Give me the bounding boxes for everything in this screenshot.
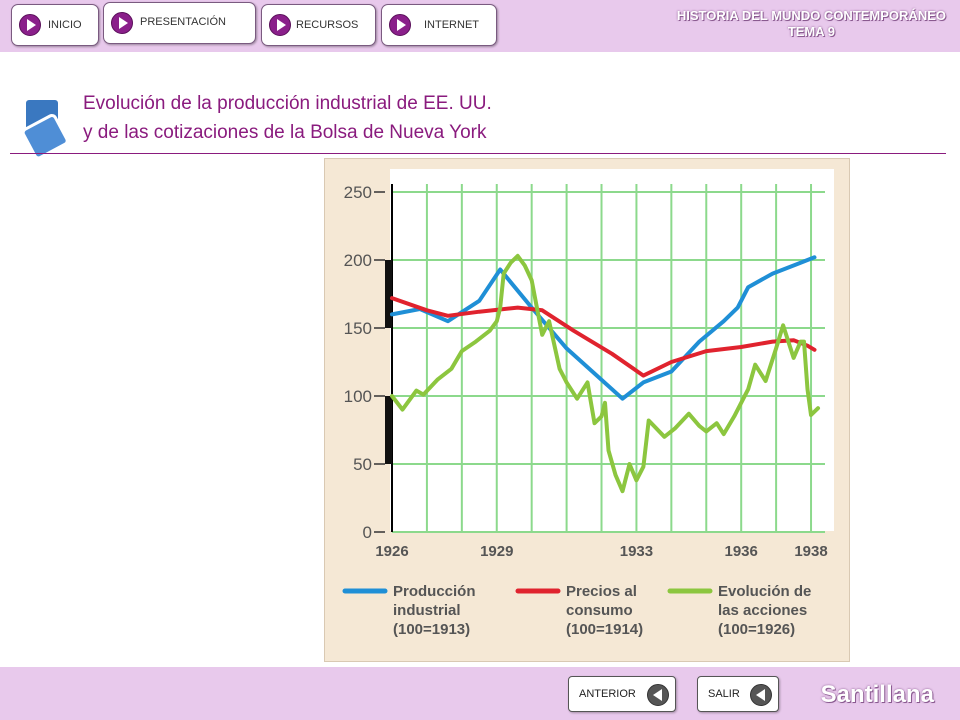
legend-label-acciones: las acciones [718, 602, 807, 619]
presentacion-label: PRESENTACIÓN [140, 16, 226, 28]
legend-label-produccion: Producción [393, 583, 476, 600]
series-line-acciones [390, 253, 820, 494]
series-lines [390, 253, 820, 494]
salir-label: SALIR [708, 688, 740, 700]
internet-button[interactable]: INTERNET [381, 4, 497, 46]
play-arrow-icon [389, 14, 411, 36]
bottom-navigation-bar [0, 667, 960, 720]
publisher-logo: Santillana [820, 681, 934, 708]
x-tick-label: 1936 [725, 543, 758, 560]
x-axis: 1926 1929 1933 1936 1938 [375, 543, 827, 560]
slide-icon [21, 98, 69, 160]
inicio-label: INICIO [48, 19, 82, 31]
course-header: HISTORIA DEL MUNDO CONTEMPORÁNEO TEMA 9 [677, 8, 946, 40]
y-tick-label: 150 [344, 319, 372, 338]
y-tick-label: 200 [344, 251, 372, 270]
play-arrow-icon [269, 14, 291, 36]
industrial-production-chart: 0 50 100 150 200 250 1926 1929 1933 1936 1938 Pro… [342, 169, 834, 638]
anterior-button[interactable]: ANTERIOR [568, 676, 676, 712]
axis-break-mark [385, 396, 392, 464]
legend-label-precios: (100=1914) [566, 621, 643, 638]
legend-label-acciones: (100=1926) [718, 621, 795, 638]
play-arrow-icon [19, 14, 41, 36]
anterior-label: ANTERIOR [579, 688, 636, 700]
back-arrow-icon [647, 684, 669, 706]
play-arrow-icon [111, 12, 133, 34]
x-tick-label: 1938 [794, 543, 827, 560]
inicio-button[interactable]: INICIO [11, 4, 99, 46]
internet-label: INTERNET [424, 19, 479, 31]
presentacion-button[interactable]: PRESENTACIÓN [103, 2, 256, 44]
course-title: HISTORIA DEL MUNDO CONTEMPORÁNEO [676, 8, 946, 23]
recursos-label: RECURSOS [296, 19, 359, 31]
salir-button[interactable]: SALIR [697, 676, 779, 712]
x-tick-label: 1929 [480, 543, 513, 560]
y-tick-label: 100 [344, 387, 372, 406]
grid-lines [392, 184, 825, 533]
legend-label-precios: Precios al [566, 583, 637, 600]
axis-break-mark [385, 260, 392, 328]
title-divider [10, 153, 946, 154]
x-tick-label: 1926 [375, 543, 408, 560]
y-tick-label: 0 [363, 523, 372, 542]
recursos-button[interactable]: RECURSOS [261, 4, 376, 46]
slide-title-line-2: y de las cotizaciones de la Bolsa de Nue… [83, 122, 487, 143]
y-axis: 0 50 100 150 200 250 [344, 183, 393, 542]
series-line-produccion [390, 255, 817, 401]
legend: Producción industrial (100=1913) Precios al… [342, 583, 811, 638]
course-topic: TEMA 9 [787, 24, 836, 39]
legend-label-precios: consumo [566, 602, 633, 619]
x-tick-label: 1933 [620, 543, 653, 560]
slide-title: Evolución de la producción industrial de… [83, 89, 492, 147]
chart-panel: 0 50 100 150 200 250 1926 1929 1933 1936 1938 Pro… [324, 158, 850, 662]
slide-title-line-1: Evolución de la producción industrial de… [83, 93, 492, 114]
y-tick-label: 50 [353, 455, 372, 474]
legend-label-acciones: Evolución de [718, 583, 811, 600]
legend-label-produccion: (100=1913) [393, 621, 470, 638]
back-arrow-icon [750, 684, 772, 706]
series-line-precios [390, 296, 817, 378]
legend-label-produccion: industrial [393, 602, 461, 619]
plot-area [390, 169, 834, 531]
y-tick-label: 250 [344, 183, 372, 202]
